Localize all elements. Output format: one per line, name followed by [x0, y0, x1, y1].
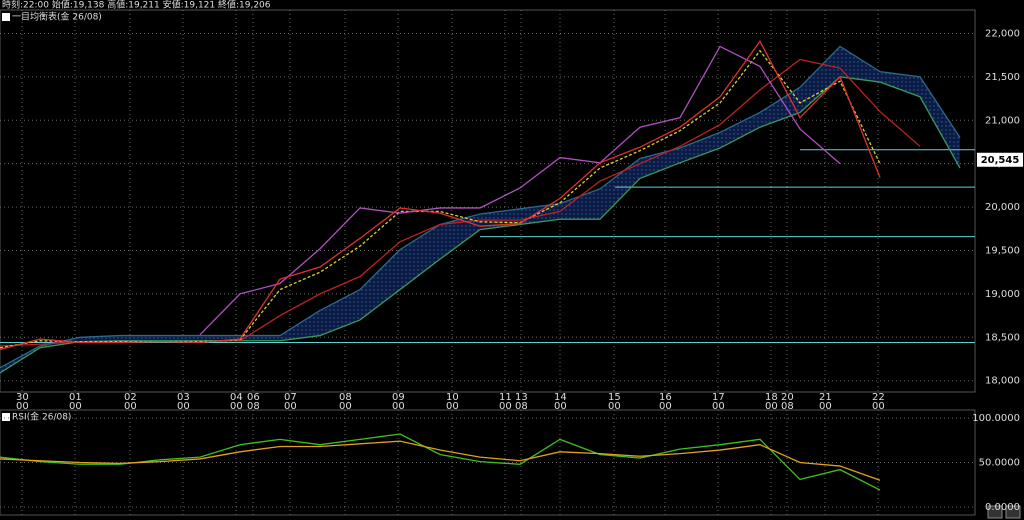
x-tick-sublabel: 00 — [499, 401, 512, 412]
x-tick-sublabel: 08 — [781, 401, 794, 412]
series-line — [0, 433, 881, 491]
control-button[interactable] — [987, 505, 1003, 519]
x-tick-sublabel: 00 — [124, 401, 137, 412]
series-line — [0, 49, 881, 349]
y-tick-label: 18,000 — [985, 376, 1020, 387]
y-tick-label: 50.0000 — [979, 458, 1020, 469]
x-tick-sublabel: 00 — [872, 401, 885, 412]
x-tick-label: 02 — [124, 392, 137, 403]
x-tick-sublabel: 00 — [16, 401, 29, 412]
x-tick-label: 13 — [515, 392, 528, 403]
window-controls — [987, 505, 1021, 519]
x-tick-label: 20 — [781, 392, 794, 403]
series-line — [0, 45, 961, 369]
x-tick-sublabel: 00 — [177, 401, 190, 412]
x-tick-label: 22 — [872, 392, 885, 403]
x-tick-sublabel: 00 — [819, 401, 832, 412]
x-tick-sublabel: 08 — [247, 401, 260, 412]
rsi-title: RSI(金 26/08) — [12, 411, 71, 423]
x-tick-label: 17 — [712, 392, 725, 403]
x-tick-sublabel: 00 — [284, 401, 297, 412]
x-tick-sublabel: 00 — [608, 401, 621, 412]
y-tick-label: 19,000 — [985, 289, 1020, 300]
x-tick-sublabel: 00 — [659, 401, 672, 412]
x-tick-label: 08 — [339, 392, 352, 403]
x-tick-label: 09 — [392, 392, 405, 403]
x-tick-label: 10 — [446, 392, 459, 403]
rsi-panel — [0, 409, 976, 516]
cloud-fill — [0, 46, 960, 373]
x-tick-label: 11 — [499, 392, 512, 403]
x-tick-sublabel: 00 — [230, 401, 243, 412]
series-line — [0, 76, 961, 374]
indicator-icon[interactable] — [2, 13, 10, 21]
x-tick-label: 06 — [247, 392, 260, 403]
y-tick-label: 22,000 — [985, 28, 1020, 39]
y-tick-label: 0.0000 — [985, 502, 1020, 513]
series-line — [199, 45, 841, 336]
x-tick-label: 18 — [765, 392, 778, 403]
control-button[interactable] — [1005, 505, 1021, 519]
x-tick-sublabel: 00 — [69, 401, 82, 412]
y-tick-label: 21,500 — [985, 72, 1020, 83]
x-tick-label: 30 — [16, 392, 29, 403]
series-line — [0, 440, 881, 481]
x-tick-label: 14 — [554, 392, 567, 403]
last-price-label: 20,545 — [981, 155, 1020, 166]
y-tick-label: 100.0000 — [972, 413, 1020, 424]
indicator-icon[interactable] — [2, 413, 10, 421]
y-tick-label: 19,500 — [985, 245, 1020, 256]
x-tick-sublabel: 00 — [339, 401, 352, 412]
x-tick-sublabel: 08 — [515, 401, 528, 412]
y-tick-label: 20,000 — [985, 202, 1020, 213]
series-line — [0, 40, 881, 351]
x-tick-label: 01 — [69, 392, 82, 403]
x-tick-label: 16 — [659, 392, 672, 403]
x-tick-sublabel: 00 — [712, 401, 725, 412]
y-tick-label: 21,000 — [985, 115, 1020, 126]
x-tick-label: 03 — [177, 392, 190, 403]
x-tick-label: 04 — [230, 392, 243, 403]
price-panel — [0, 9, 976, 393]
ohlc-info: 時刻:22:00 始値:19,138 高値:19,211 安値:19,121 終… — [2, 0, 271, 11]
x-tick-label: 15 — [608, 392, 621, 403]
last-price-box — [977, 152, 1023, 167]
y-tick-label: 18,500 — [985, 332, 1020, 343]
x-tick-label: 07 — [284, 392, 297, 403]
x-tick-sublabel: 00 — [554, 401, 567, 412]
x-tick-sublabel: 00 — [446, 401, 459, 412]
x-tick-label: 21 — [819, 392, 832, 403]
price-title: 一目均衡表(金 26/08) — [12, 11, 102, 23]
x-tick-sublabel: 00 — [392, 401, 405, 412]
x-tick-sublabel: 00 — [765, 401, 778, 412]
